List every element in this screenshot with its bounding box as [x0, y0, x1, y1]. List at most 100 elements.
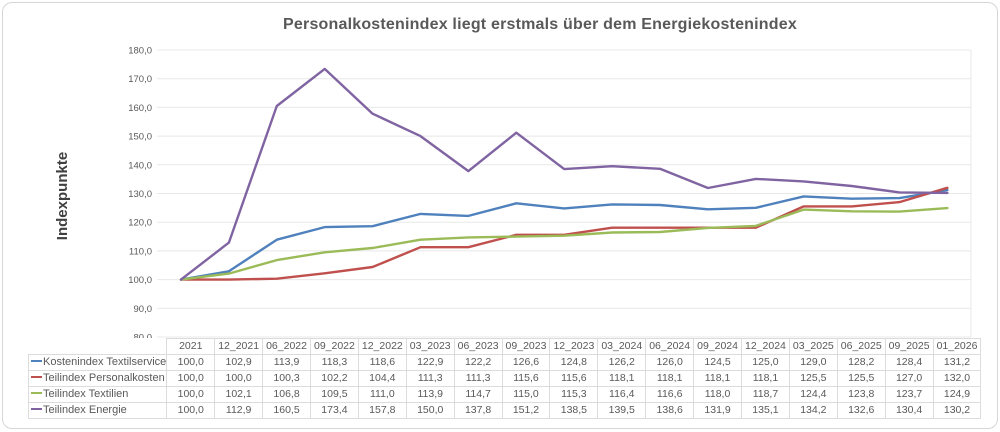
value-cell: 124,8	[549, 354, 599, 371]
value-cell: 118,1	[693, 370, 742, 387]
value-cell: 125,5	[836, 370, 886, 387]
value-cell: 122,9	[405, 354, 455, 371]
y-axis-tick-label: 160,0	[128, 103, 152, 114]
value-cell: 160,5	[262, 402, 311, 419]
y-axis-tick-label: 140,0	[128, 160, 152, 171]
value-cell: 134,2	[788, 402, 838, 419]
series-line-teilindex-energie	[179, 67, 949, 281]
value-cell: 150,0	[405, 402, 455, 419]
value-cell: 129,0	[788, 354, 838, 371]
table-header-cell: 2021	[166, 338, 216, 355]
table-header-cell: 12_2023	[549, 338, 599, 355]
value-cell: 157,8	[357, 402, 407, 419]
series-label-cell: Teilindex Energie	[27, 402, 168, 419]
value-cell: 100,3	[262, 370, 311, 387]
table-header-cell: 01_2026	[932, 338, 982, 355]
y-axis-tick-label: 80,0	[134, 333, 153, 339]
table-header-cell: 09_2022	[309, 338, 359, 355]
value-cell: 116,4	[597, 386, 647, 403]
table-header-cell: 03_2025	[788, 338, 838, 355]
value-cell: 132,0	[932, 370, 982, 387]
series-label: Kostenindex Textilservice	[43, 356, 167, 368]
legend-marker	[31, 391, 42, 395]
data-table: 2021 12_2021 06_2022 09_2022 12_2022 03_2023 0…	[27, 338, 982, 419]
legend-marker	[31, 359, 42, 363]
table-header-cell: 09_2023	[501, 338, 551, 355]
value-cell: 100,0	[166, 386, 216, 403]
value-cell: 118,0	[693, 386, 742, 403]
value-cell: 139,5	[597, 402, 647, 419]
value-cell: 126,0	[645, 354, 695, 371]
table-header-cell: 03_2023	[405, 338, 455, 355]
series-label: Teilindex Energie	[43, 404, 127, 416]
series-label: Teilindex Textilien	[43, 388, 129, 400]
y-axis-tick-label: 130,0	[128, 189, 152, 200]
value-cell: 125,0	[741, 354, 790, 371]
value-cell: 124,4	[788, 386, 838, 403]
value-cell: 125,5	[788, 370, 838, 387]
table-header-cell: 09_2025	[884, 338, 934, 355]
value-cell: 122,2	[453, 354, 503, 371]
series-label: Teilindex Personalkosten	[43, 372, 165, 384]
y-axis-tick-label: 90,0	[134, 304, 153, 315]
value-cell: 109,5	[309, 386, 359, 403]
value-cell: 128,4	[884, 354, 934, 371]
value-cell: 116,6	[645, 386, 695, 403]
table-header-row: 2021 12_2021 06_2022 09_2022 12_2022 03_2023 0…	[28, 338, 982, 355]
value-cell: 102,1	[214, 386, 264, 403]
value-cell: 118,1	[645, 370, 695, 387]
table-header-cell: 06_2023	[453, 338, 503, 355]
value-cell: 118,1	[741, 370, 790, 387]
value-cell: 115,6	[501, 370, 551, 387]
series-line-teilindex-textilien	[179, 206, 949, 281]
table-header-cell: 12_2022	[357, 338, 407, 355]
y-axis-tick-label: 180,0	[128, 46, 152, 57]
y-axis-tick-label: 100,0	[128, 275, 152, 286]
value-cell: 130,4	[884, 402, 934, 419]
value-cell: 138,6	[645, 402, 695, 419]
value-cell: 100,0	[166, 370, 216, 387]
value-cell: 130,2	[932, 402, 982, 419]
table-header-cell: 06_2025	[836, 338, 886, 355]
value-cell: 114,7	[453, 386, 503, 403]
legend-marker	[31, 375, 42, 379]
series-row: Kostenindex Textilservice 100,0 102,9 113,9…	[27, 354, 982, 371]
value-cell: 173,4	[309, 402, 359, 419]
value-cell: 135,1	[741, 402, 790, 419]
value-cell: 100,0	[214, 370, 264, 387]
table-header-cell: 03_2024	[597, 338, 647, 355]
table-header-cell: 06_2024	[645, 338, 695, 355]
table-header-cell: 06_2022	[262, 338, 311, 355]
value-cell: 106,8	[262, 386, 311, 403]
value-cell: 100,0	[166, 354, 216, 371]
value-cell: 127,0	[884, 370, 934, 387]
value-cell: 137,8	[453, 402, 503, 419]
value-cell: 118,6	[357, 354, 407, 371]
value-cell: 112,9	[214, 402, 264, 419]
value-cell: 118,7	[741, 386, 790, 403]
y-axis-tick-label: 110,0	[129, 246, 152, 257]
value-cell: 100,0	[166, 402, 216, 419]
y-axis-tick-label: 170,0	[128, 74, 152, 85]
value-cell: 111,0	[357, 386, 407, 403]
value-cell: 115,6	[549, 370, 599, 387]
value-cell: 113,9	[405, 386, 455, 403]
value-cell: 115,3	[549, 386, 599, 403]
value-cell: 102,9	[214, 354, 264, 371]
value-cell: 111,3	[453, 370, 503, 387]
chart-title: Personalkostenindex liegt erstmals über …	[283, 16, 797, 33]
series-label-cell: Teilindex Textilien	[27, 386, 168, 403]
value-cell: 113,9	[262, 354, 311, 371]
value-cell: 115,0	[501, 386, 551, 403]
series-line-kostenindex-textilservice	[179, 188, 949, 281]
table-corner-cell	[28, 338, 168, 355]
value-cell: 118,1	[597, 370, 647, 387]
value-cell: 123,7	[884, 386, 934, 403]
value-cell: 131,2	[932, 354, 982, 371]
value-cell: 126,6	[501, 354, 551, 371]
value-cell: 104,4	[357, 370, 407, 387]
value-cell: 102,2	[309, 370, 359, 387]
value-cell: 151,2	[501, 402, 551, 419]
series-row: Teilindex Textilien 100,0 102,1 106,8 109,5 1…	[27, 386, 982, 403]
